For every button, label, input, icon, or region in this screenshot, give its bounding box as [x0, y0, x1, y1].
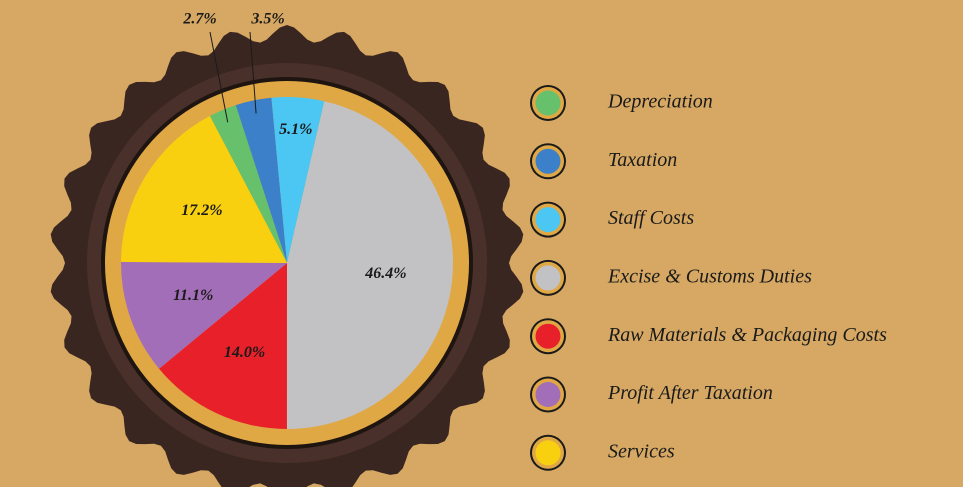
legend-swatch: [535, 382, 561, 407]
legend-swatch: [535, 207, 561, 233]
leader-line: [209, 31, 229, 123]
data-label: 2.7%: [182, 11, 216, 28]
pie-slice: [121, 116, 287, 263]
pie-slice: [235, 97, 287, 264]
legend-swatch: [535, 90, 561, 116]
legend-swatch: [535, 323, 561, 349]
legend-label: Services: [608, 440, 675, 462]
pie: 2.7% 3.5% 5.1% 46.4% 14.0% 11.1% 17.2%: [121, 11, 453, 429]
pie-slice: [286, 101, 453, 429]
legend-swatch: [535, 440, 561, 466]
data-label: 5.1%: [279, 121, 312, 138]
legend-label: Depreciation: [607, 91, 713, 113]
legend-swatch: [535, 265, 561, 291]
leader-line: [249, 31, 257, 114]
legend: Depreciation Taxation Staff Costs Excise & …: [530, 85, 887, 471]
data-label: 46.4%: [364, 265, 406, 282]
pie-slice: [159, 263, 287, 429]
data-label: 11.1%: [173, 287, 213, 304]
pie-slice: [271, 96, 325, 263]
legend-label: Staff Costs: [608, 207, 694, 229]
pie-slice: [121, 261, 287, 369]
pie-slice: [209, 105, 287, 263]
data-label: 17.2%: [181, 202, 222, 219]
legend-label: Excise & Customs Duties: [607, 265, 812, 287]
legend-label: Raw Materials & Packaging Costs: [607, 324, 887, 346]
data-label: 14.0%: [224, 344, 265, 361]
legend-label: Profit After Taxation: [607, 382, 773, 404]
legend-label: Taxation: [608, 149, 677, 171]
legend-swatch: [535, 148, 561, 174]
data-label: 3.5%: [250, 11, 284, 28]
